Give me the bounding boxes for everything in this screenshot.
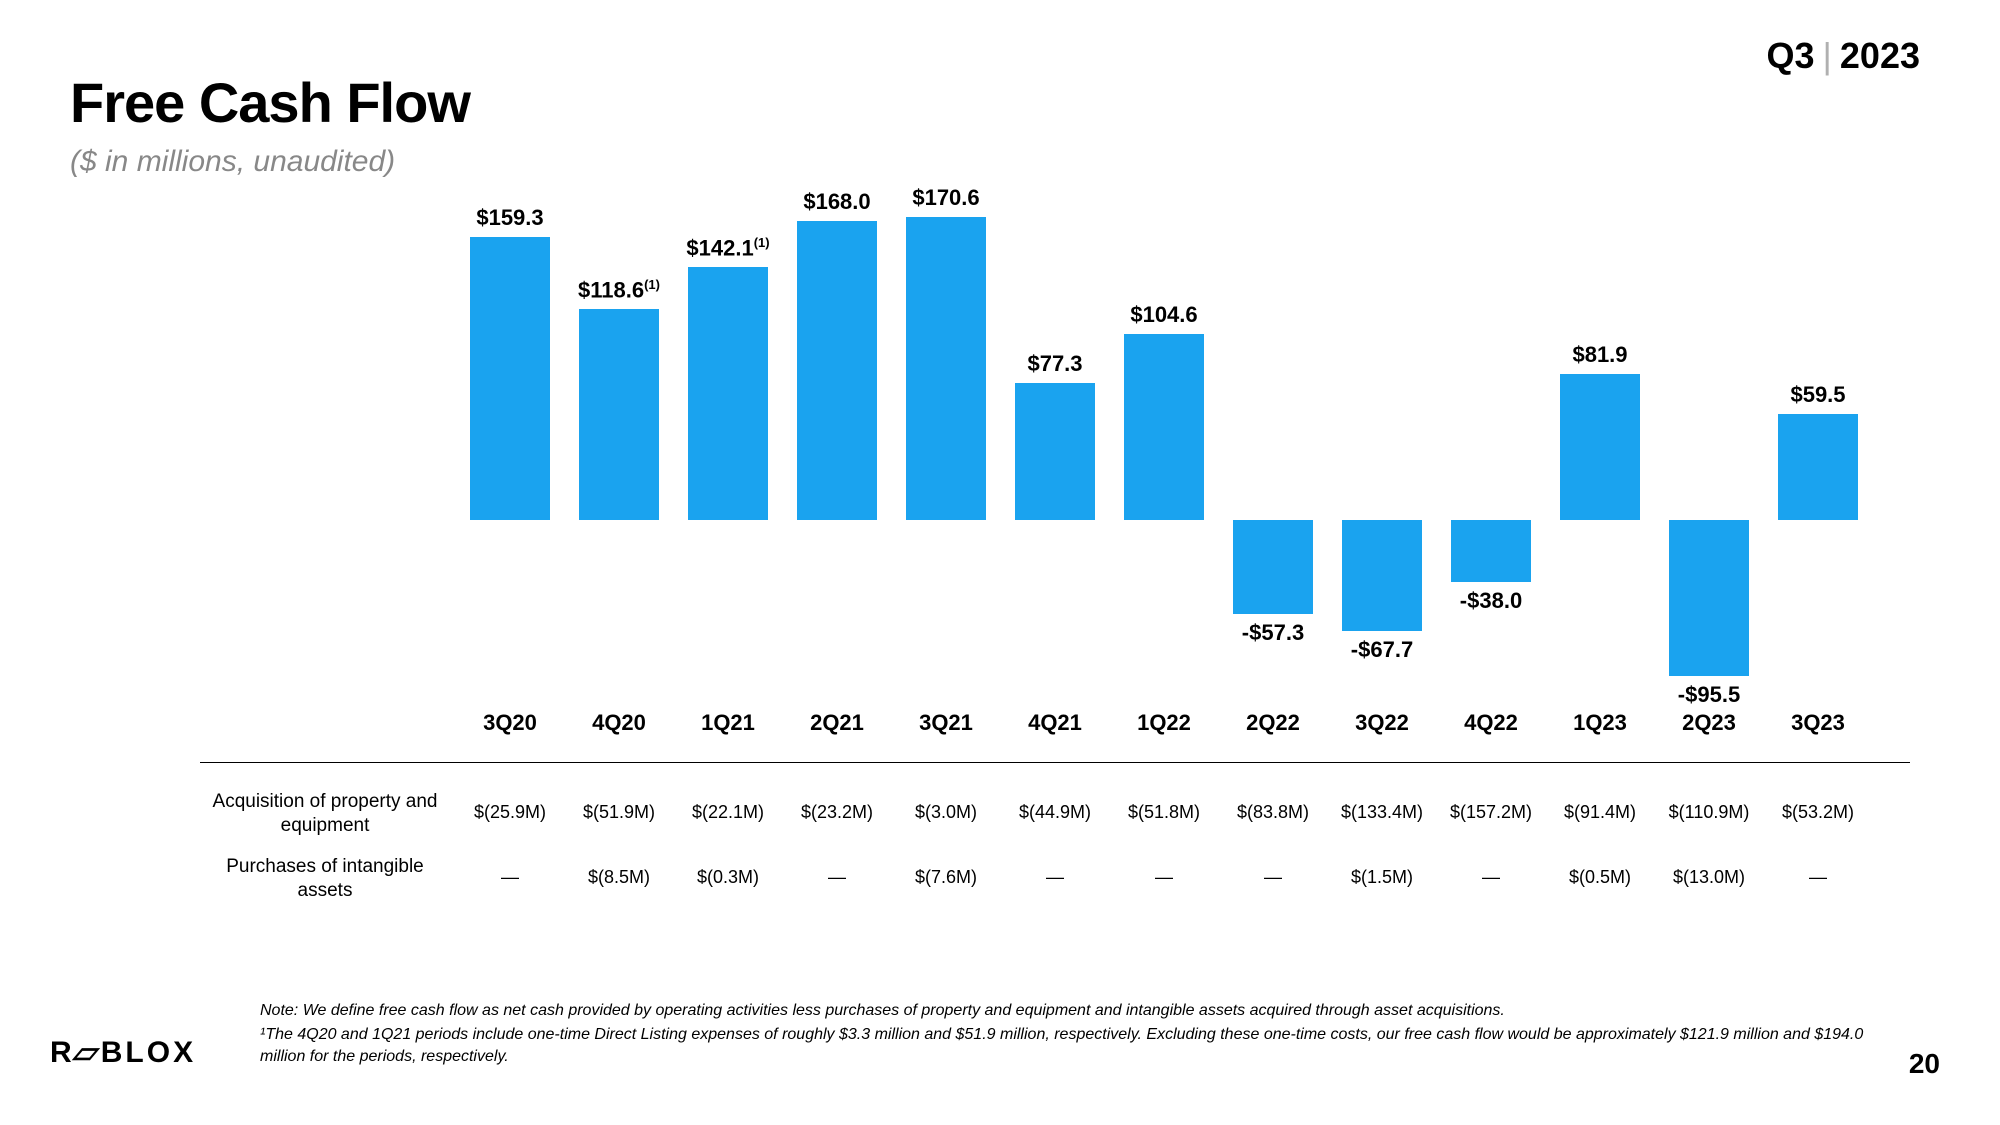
table-cell: $(0.3M) — [673, 867, 783, 888]
table-cell: $(51.9M) — [564, 802, 674, 823]
logo-text-blox: BLOX — [101, 1036, 196, 1069]
page-title: Free Cash Flow — [70, 70, 470, 135]
table-cell: $(44.9M) — [1000, 802, 1110, 823]
table-cell: $(7.6M) — [891, 867, 1001, 888]
chart-bar — [470, 237, 550, 520]
chart-bar-label: $118.6(1) — [539, 277, 699, 303]
table-cell: — — [1763, 867, 1873, 888]
chart-x-label: 4Q21 — [995, 710, 1115, 736]
chart-bar-label: $77.3 — [975, 351, 1135, 377]
table-cell: $(157.2M) — [1436, 802, 1546, 823]
chart-x-label: 1Q22 — [1104, 710, 1224, 736]
chart-bar — [906, 217, 986, 520]
table-cell: — — [782, 867, 892, 888]
chart-x-label: 1Q21 — [668, 710, 788, 736]
table-cell: — — [1109, 867, 1219, 888]
table-cell: — — [455, 867, 565, 888]
table-cell: $(83.8M) — [1218, 802, 1328, 823]
chart-bar-label: -$38.0 — [1411, 588, 1571, 614]
chart-x-label: 3Q22 — [1322, 710, 1442, 736]
period-year: 2023 — [1840, 35, 1920, 76]
table-cell: $(133.4M) — [1327, 802, 1437, 823]
table-row-label: Acquisition of property and equipment — [200, 790, 450, 838]
page-number: 20 — [1909, 1048, 1940, 1080]
slide: Free Cash Flow ($ in millions, unaudited… — [0, 0, 2000, 1125]
chart-bar-label: $59.5 — [1738, 382, 1898, 408]
chart-bar — [1233, 520, 1313, 614]
chart-bar — [1669, 520, 1749, 676]
table-cell: — — [1000, 867, 1110, 888]
chart-x-label: 2Q21 — [777, 710, 897, 736]
period-label: Q3|2023 — [1767, 35, 1920, 77]
chart-bar — [1342, 520, 1422, 631]
free-cash-flow-chart: $159.33Q20$118.6(1)4Q20$142.1(1)1Q21$168… — [460, 200, 1880, 700]
chart-x-label: 3Q21 — [886, 710, 1006, 736]
chart-x-label: 4Q22 — [1431, 710, 1551, 736]
table-cell: $(53.2M) — [1763, 802, 1873, 823]
table-cell: $(22.1M) — [673, 802, 783, 823]
page-subtitle: ($ in millions, unaudited) — [70, 145, 395, 179]
table-cell: $(23.2M) — [782, 802, 892, 823]
chart-bar — [1015, 383, 1095, 520]
chart-bar — [688, 267, 768, 520]
table-divider — [200, 762, 1910, 763]
table-cell: $(8.5M) — [564, 867, 674, 888]
chart-x-label: 2Q22 — [1213, 710, 1333, 736]
table-row-label: Purchases of intangible assets — [200, 855, 450, 903]
chart-bar — [579, 309, 659, 520]
table-cell: $(1.5M) — [1327, 867, 1437, 888]
period-separator: | — [1823, 35, 1832, 76]
chart-bar-label: $81.9 — [1520, 342, 1680, 368]
chart-bar — [1124, 334, 1204, 520]
period-quarter: Q3 — [1767, 35, 1815, 76]
table-cell: $(51.8M) — [1109, 802, 1219, 823]
footnote-definition: Note: We define free cash flow as net ca… — [260, 1000, 1880, 1022]
chart-bar-label: $170.6 — [866, 185, 1026, 211]
table-cell: $(3.0M) — [891, 802, 1001, 823]
chart-x-label: 3Q23 — [1758, 710, 1878, 736]
chart-x-label: 2Q23 — [1649, 710, 1769, 736]
chart-x-label: 4Q20 — [559, 710, 679, 736]
footnote-marker: (1) — [754, 235, 770, 250]
table-cell: $(13.0M) — [1654, 867, 1764, 888]
table-cell: — — [1436, 867, 1546, 888]
table-cell: — — [1218, 867, 1328, 888]
chart-bar-label: $159.3 — [430, 205, 590, 231]
roblox-logo: R▱BLOX — [50, 1035, 196, 1070]
chart-bar — [1451, 520, 1531, 582]
footnote-marker: (1) — [644, 277, 660, 292]
table-cell: $(110.9M) — [1654, 802, 1764, 823]
chart-x-label: 1Q23 — [1540, 710, 1660, 736]
chart-x-label: 3Q20 — [450, 710, 570, 736]
chart-bar — [1560, 374, 1640, 520]
table-cell: $(0.5M) — [1545, 867, 1655, 888]
chart-bar-label: -$95.5 — [1629, 682, 1789, 708]
chart-bar — [1778, 414, 1858, 520]
chart-bar — [797, 221, 877, 520]
chart-bar-label: -$67.7 — [1302, 637, 1462, 663]
table-cell: $(25.9M) — [455, 802, 565, 823]
table-cell: $(91.4M) — [1545, 802, 1655, 823]
footnote-one: ¹The 4Q20 and 1Q21 periods include one-t… — [260, 1024, 1880, 1068]
chart-bar-label: $142.1(1) — [648, 235, 808, 261]
chart-bar-label: $104.6 — [1084, 302, 1244, 328]
